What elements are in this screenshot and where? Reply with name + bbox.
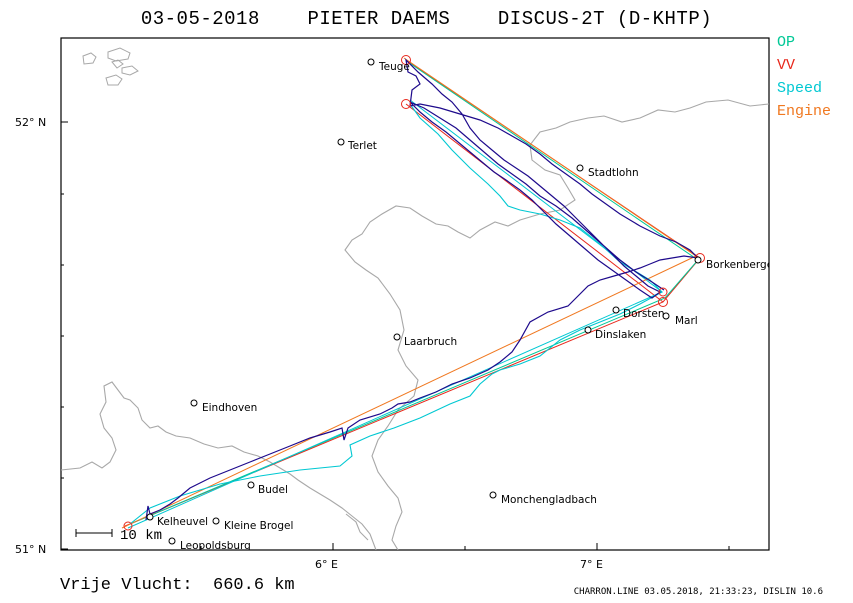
city-dot-kelheuvel: [146, 513, 154, 521]
flight-track: [145, 58, 700, 521]
city-label-borkenberge: Borkenberge: [706, 259, 773, 271]
axis-ticks: [61, 121, 730, 550]
city-label-kelheuvel: Kelheuvel: [157, 516, 208, 528]
city-dot-teuge: [367, 58, 375, 66]
city-dot-marl: [662, 312, 670, 320]
lat-label-bottom: 51° N: [15, 543, 46, 556]
city-label-budel: Budel: [258, 484, 288, 496]
city-label-stadtlohn: Stadtlohn: [588, 167, 639, 179]
city-dot-stadtlohn: [576, 164, 584, 172]
city-label-dinslaken: Dinslaken: [595, 329, 646, 341]
city-label-dorsten: Dorsten: [623, 308, 665, 320]
legend-speed: Speed: [777, 80, 823, 97]
city-dot-laarbruch: [393, 333, 401, 341]
coastline: [82, 47, 139, 86]
city-label-terlet: Terlet: [347, 140, 377, 152]
city-dot-eindhoven: [190, 399, 198, 407]
city-markers: [146, 58, 702, 545]
lon-label-left: 6° E: [315, 558, 338, 571]
city-dot-borkenberge: [694, 256, 702, 264]
speed-track: [129, 103, 663, 525]
city-label-teuge: Teuge: [378, 61, 410, 73]
footer-info: CHARRON.LINE 03.05.2018, 21:33:23, DISLI…: [573, 587, 823, 597]
city-label-kleine-brogel: Kleine Brogel: [224, 520, 293, 532]
legend-vv: VV: [777, 57, 796, 74]
turnpoint-markers: [123, 55, 705, 531]
city-label-marl: Marl: [675, 315, 698, 327]
city-dot-kleine-brogel: [212, 517, 220, 525]
map-frame: [60, 37, 770, 551]
legend-op: OP: [777, 34, 796, 51]
scale-bar-label: 10 km: [120, 528, 162, 544]
map-title: 03-05-2018 PIETER DAEMS DISCUS-2T (D-KHT…: [140, 8, 713, 30]
city-dot-leopoldsburg: [168, 537, 176, 545]
city-dot-budel: [247, 481, 255, 489]
lat-label-top: 52° N: [15, 116, 46, 129]
city-dot-monchengladbach: [489, 491, 497, 499]
city-dot-terlet: [337, 138, 345, 146]
distance-summary: Vrije Vlucht: 660.6 km: [60, 576, 295, 595]
border-lines: [61, 99, 769, 550]
city-label-laarbruch: Laarbruch: [404, 336, 457, 348]
city-label-eindhoven: Eindhoven: [202, 402, 257, 414]
city-dot-dorsten: [612, 306, 620, 314]
city-label-leopoldsburg: Leopoldsburg: [180, 540, 251, 552]
scale-bar: 10 km: [75, 528, 162, 544]
lon-label-right: 7° E: [580, 558, 603, 571]
city-dot-dinslaken: [584, 326, 592, 334]
city-label-monchengladbach: Monchengladbach: [501, 494, 597, 506]
legend-engine: Engine: [777, 103, 832, 120]
